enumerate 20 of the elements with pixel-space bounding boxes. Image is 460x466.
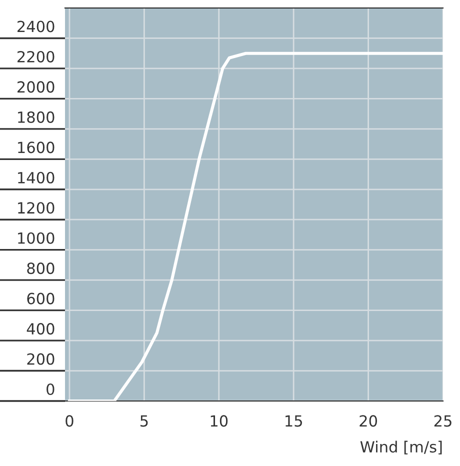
x-axis-title: Wind [m/s] xyxy=(360,440,442,454)
y-tick-label: 1200 xyxy=(18,202,54,214)
x-tick-label: 5 xyxy=(140,415,148,427)
y-tick-label: 0 xyxy=(46,383,54,396)
x-tick-label: 10 xyxy=(210,415,228,427)
y-tick-label: 1400 xyxy=(18,172,54,184)
y-tick-label: 200 xyxy=(27,353,54,365)
y-tick-label: 1800 xyxy=(18,111,54,123)
y-tick-label: 1600 xyxy=(18,142,54,154)
y-tick-label: 1000 xyxy=(18,232,54,244)
y-tick-label: 800 xyxy=(27,262,54,274)
x-tick-label: 20 xyxy=(360,415,377,427)
x-tick-label: 15 xyxy=(286,415,302,427)
y-tick-label: 2200 xyxy=(18,50,54,62)
y-tick-label: 2000 xyxy=(18,81,54,93)
x-tick-label: 0 xyxy=(66,415,74,427)
y-tick-label: 2400 xyxy=(18,20,54,32)
y-tick-label: 400 xyxy=(26,323,54,335)
y-tick-label: 600 xyxy=(27,292,54,304)
x-tick-label: 25 xyxy=(434,415,452,427)
